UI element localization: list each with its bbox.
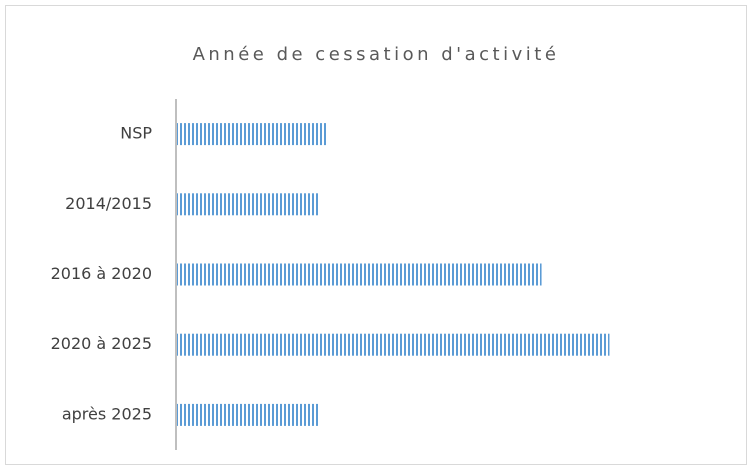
y-tick-label: 2016 à 2020 <box>51 264 152 283</box>
y-tick-label: NSP <box>120 124 152 143</box>
bar <box>176 403 319 426</box>
bar <box>176 193 319 216</box>
y-tick-label: 2014/2015 <box>65 194 152 213</box>
y-tick-label: après 2025 <box>62 404 152 423</box>
bar <box>176 123 328 146</box>
y-tick-label: 2020 à 2025 <box>51 334 152 353</box>
chart-title: Année de cessation d'activité <box>193 44 560 65</box>
bar <box>176 263 542 286</box>
chart-border <box>5 5 747 465</box>
bar <box>176 333 610 356</box>
